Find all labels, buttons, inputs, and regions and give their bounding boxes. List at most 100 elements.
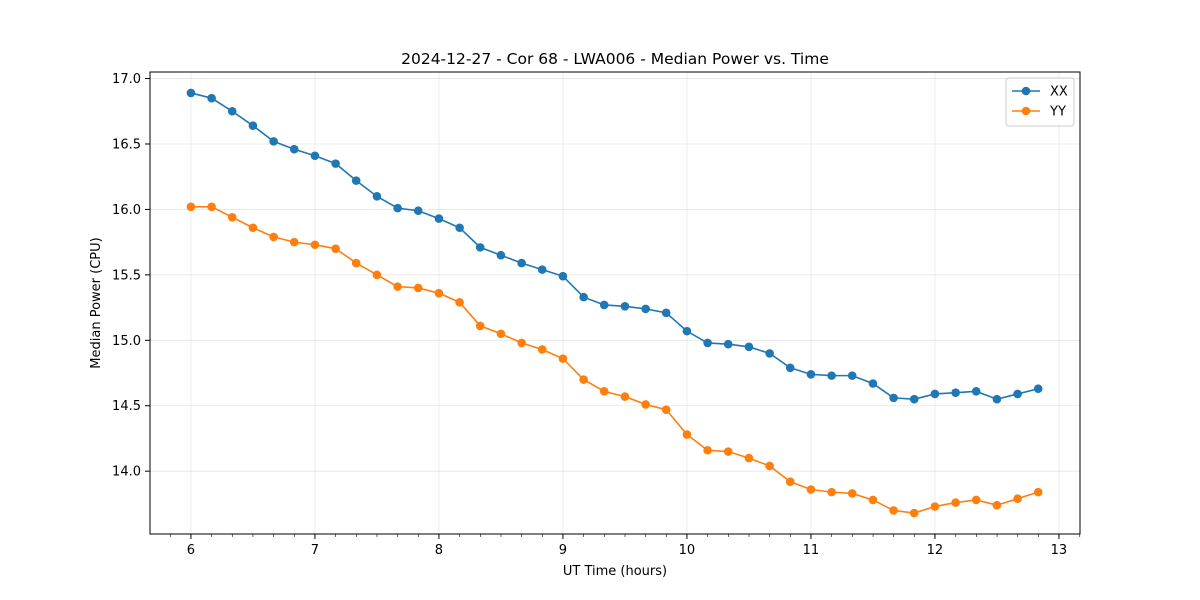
series-xx-point (248, 121, 258, 130)
legend-yy-swatch-marker (1021, 106, 1031, 116)
series-xx-point (785, 363, 795, 373)
series-yy-point (806, 485, 816, 494)
y-tick-label: 17.0 (112, 72, 141, 87)
y-tick-label: 16.5 (112, 137, 141, 152)
series-yy-point (434, 288, 444, 298)
series-yy-point (310, 240, 320, 250)
series-yy-point (1013, 494, 1022, 503)
series-xx (186, 88, 1043, 404)
series-xx-point (868, 379, 878, 388)
series-yy-point (372, 270, 382, 280)
series-yy-point (455, 298, 464, 307)
series-xx-point (413, 206, 423, 216)
series-yy-point (331, 244, 340, 253)
legend-xx-swatch-marker (1021, 86, 1031, 96)
series-yy-point (207, 202, 216, 212)
y-tick-label: 15.0 (112, 334, 141, 349)
grid (150, 72, 1080, 534)
series-yy-point (537, 345, 547, 354)
series-xx-point (537, 265, 547, 274)
series-xx-point (372, 192, 382, 201)
series-yy-point (599, 387, 609, 396)
series-xx-point (806, 370, 816, 379)
series-xx-point (331, 159, 340, 168)
series-yy-point (558, 354, 568, 363)
series-xx-point (951, 388, 960, 397)
series-xx-point (641, 304, 650, 314)
series-xx-point (620, 301, 630, 311)
legend: XX YY (1005, 77, 1075, 127)
x-tick-label: 9 (559, 543, 567, 558)
series-xx-point (847, 371, 857, 380)
series-yy-point (579, 375, 588, 384)
series-xx-point (1013, 389, 1022, 399)
legend-xx-label: XX (1050, 85, 1068, 100)
x-tick-label: 7 (311, 543, 319, 558)
series-yy-point (785, 477, 795, 486)
series-xx-point (889, 393, 898, 403)
series-xx-point (475, 243, 485, 252)
series-yy-point (269, 232, 278, 242)
series-xx-point (703, 338, 712, 348)
x-tick-label: 11 (803, 543, 820, 558)
series-xx-point (930, 389, 940, 399)
series-xx-point (723, 339, 733, 349)
series-xx-point (661, 308, 671, 318)
series-yy-point (289, 237, 299, 247)
series-group (186, 88, 1043, 518)
x-axis-label: UT Time (hours) (563, 564, 667, 579)
series-yy (186, 202, 1043, 518)
series-yy-point (765, 461, 774, 471)
series-yy-point (641, 400, 650, 409)
legend-yy-label: YY (1049, 105, 1066, 120)
series-xx-point (351, 176, 361, 185)
series-xx-point (1033, 384, 1043, 394)
series-xx-point (517, 258, 526, 268)
series-xx-point (765, 349, 774, 358)
series-xx-point (558, 271, 568, 281)
series-yy-point (971, 495, 981, 505)
series-yy-point (351, 258, 361, 268)
series-xx-point (599, 300, 609, 310)
series-yy-point (248, 223, 258, 233)
series-yy-point (744, 453, 754, 463)
series-yy-point (661, 405, 671, 414)
y-tick-label: 14.0 (112, 465, 141, 480)
series-yy-point (620, 392, 630, 401)
series-yy-point (186, 202, 196, 212)
series-yy-point (475, 321, 485, 331)
series-yy-point (1033, 487, 1043, 497)
series-xx-point (971, 387, 981, 396)
series-yy-point (703, 445, 712, 455)
chart-title: 2024-12-27 - Cor 68 - LWA006 - Median Po… (401, 50, 829, 68)
y-tick-label: 16.0 (112, 203, 141, 218)
y-tick-label: 15.5 (112, 268, 141, 283)
series-yy-point (723, 447, 733, 456)
x-tick-label: 13 (1051, 543, 1068, 558)
series-yy-point (227, 212, 237, 222)
series-xx-point (909, 394, 919, 404)
y-axis-label: Median Power (CPU) (89, 237, 104, 368)
series-xx-point (992, 394, 1002, 404)
series-yy-point (413, 283, 423, 293)
series-xx-point (434, 214, 444, 223)
series-yy-point (992, 500, 1002, 510)
series-xx-point (186, 88, 196, 98)
series-yy-point (951, 498, 960, 507)
series-yy-point (909, 508, 919, 518)
x-tick-label: 12 (927, 543, 944, 558)
series-yy-point (889, 506, 898, 515)
series-yy-point (847, 489, 857, 498)
series-xx-point (269, 137, 278, 146)
series-xx-point (227, 106, 237, 116)
axis-ticks: 6 7 8 9 10 11 12 13 14.0 14.5 15.0 15.5 16.0 16.5 17.0 (112, 72, 1081, 558)
series-xx-point (393, 203, 402, 213)
x-tick-label: 10 (679, 543, 696, 558)
series-yy-point (682, 430, 692, 439)
series-xx-point (207, 93, 216, 103)
y-tick-label: 14.5 (112, 399, 141, 414)
series-xx-point (827, 371, 836, 380)
x-tick-label: 6 (187, 543, 195, 558)
